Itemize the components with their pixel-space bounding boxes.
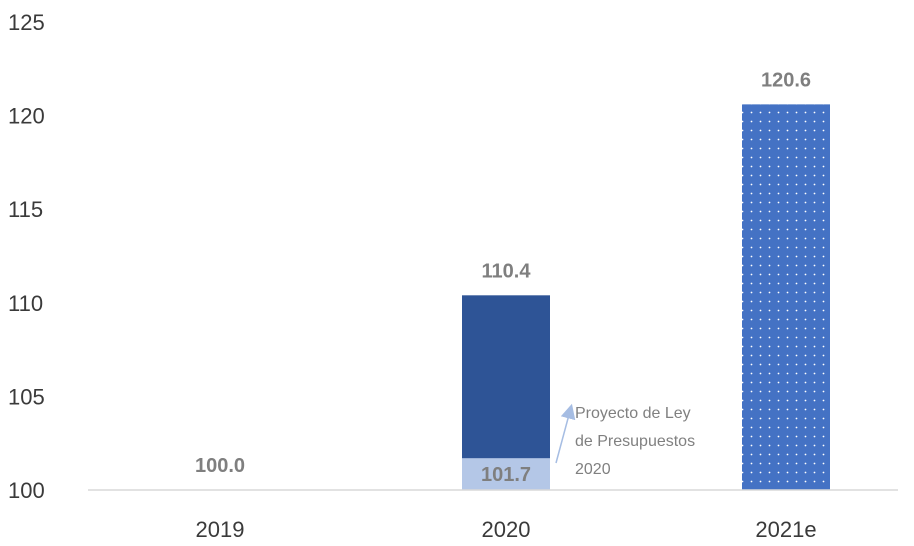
data-label-2020: 110.4 xyxy=(482,260,532,282)
y-tick-label: 120 xyxy=(8,104,45,129)
x-tick-label: 2019 xyxy=(196,517,245,542)
bar-2020-inner xyxy=(462,458,550,490)
y-axis: 100 105 110 115 120 125 xyxy=(8,10,45,503)
data-label-2019: 100.0 xyxy=(195,455,245,477)
x-axis: 2019 2020 2021e xyxy=(196,517,817,542)
bars xyxy=(462,104,830,491)
bar-2020 xyxy=(462,295,550,490)
x-tick-label: 2021e xyxy=(755,517,816,542)
y-tick-label: 110 xyxy=(8,291,43,316)
data-labels: 100.0 110.4 120.6 101.7 xyxy=(195,69,811,486)
annotation-arrow xyxy=(555,403,576,464)
y-tick-label: 115 xyxy=(8,197,43,222)
data-label-2020-inner: 101.7 xyxy=(481,464,531,486)
y-tick-label: 105 xyxy=(8,384,45,409)
x-tick-label: 2020 xyxy=(482,517,531,542)
annotation-line: 2020 xyxy=(575,461,611,478)
annotation-line: Proyecto de Ley xyxy=(575,405,691,422)
bar-2021e xyxy=(742,104,830,491)
annotation-line: de Presupuestos xyxy=(575,433,695,450)
data-label-2021e: 120.6 xyxy=(761,69,811,91)
annotation: Proyecto de Ley de Presupuestos 2020 xyxy=(555,403,695,478)
y-tick-label: 100 xyxy=(8,478,45,503)
y-tick-label: 125 xyxy=(8,10,45,35)
